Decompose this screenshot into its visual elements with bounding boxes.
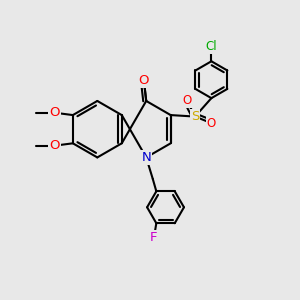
Text: O: O: [49, 106, 60, 119]
Text: Cl: Cl: [206, 40, 217, 53]
Text: O: O: [207, 117, 216, 130]
Text: O: O: [139, 74, 149, 87]
Text: F: F: [150, 231, 158, 244]
Text: N: N: [141, 151, 151, 164]
Text: S: S: [191, 110, 199, 123]
Text: O: O: [49, 139, 60, 152]
Text: O: O: [182, 94, 191, 107]
